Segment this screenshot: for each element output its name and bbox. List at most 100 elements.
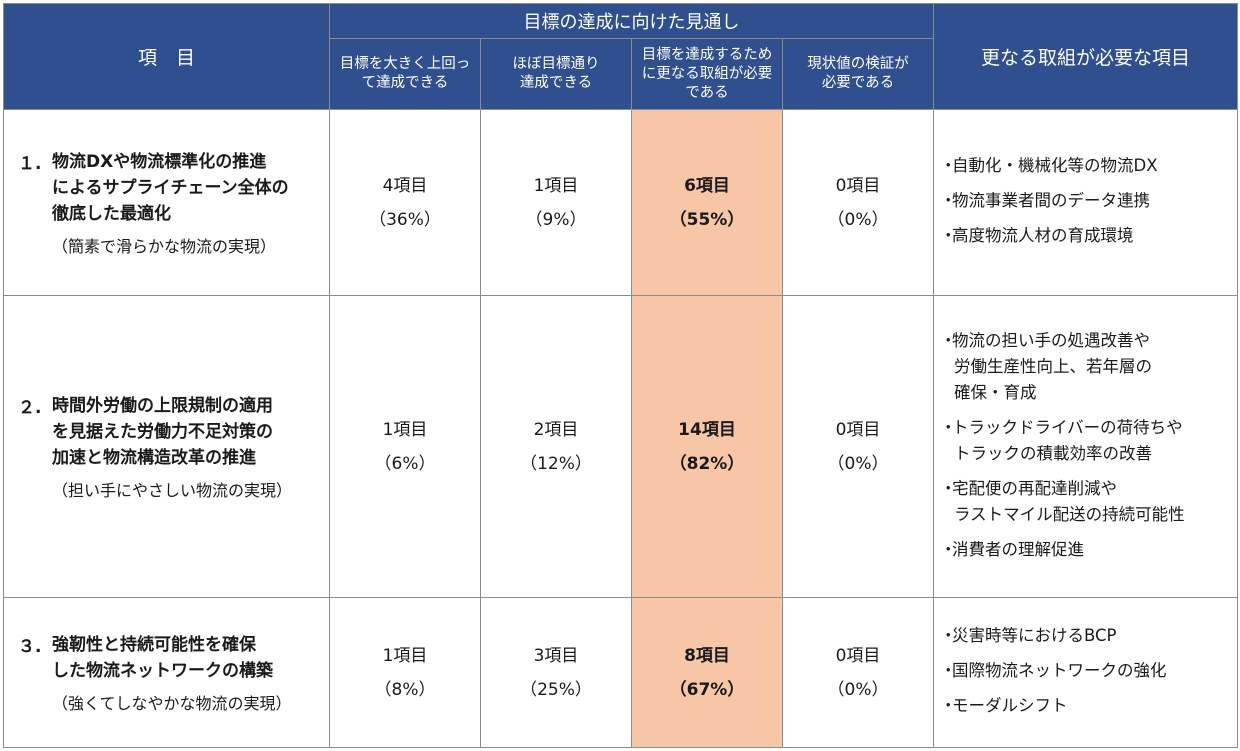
table-row: ２. 時間外労働の上限規制の適用 を見据えた労働力不足対策の 加速と物流構造改革の推進… [3,295,1238,598]
header-sub-needs-more: 目標を達成するため に更なる取組が必要 である [631,38,783,110]
needs-list-item: ・消費者の理解促進 [940,537,1231,563]
needs-line: ラストマイル配送の持続可能性 [940,502,1231,528]
item-title: 時間外労働の上限規制の適用 を見据えた労働力不足対策の 加速と物流構造改革の推進 [52,393,320,471]
needs-list-item: ・モーダルシフト [940,693,1231,719]
needs-line: ・国際物流ネットワークの強化 [940,658,1231,684]
needs-text: ラストマイル配送の持続可能性 [954,504,1185,524]
item-title-line: によるサプライチェーン全体の [52,177,289,198]
needs-line: ・物流の担い手の処遇改善や [940,328,1231,354]
value-percent: （0%） [827,453,889,474]
value-cell: 3項目 （25%） [480,597,632,748]
item-subtitle: （強くてしなやかな物流の実現） [52,693,292,713]
item-cell: ２. 時間外労働の上限規制の適用 を見据えた労働力不足対策の 加速と物流構造改革の推進… [3,295,330,598]
needs-list-item: ・宅配便の再配達削減や ラストマイル配送の持続可能性 [940,476,1231,528]
value-count: 3項目 [533,645,579,666]
bullet-icon: ・ [940,156,957,175]
needs-text: 宅配便の再配達削減や [952,478,1117,498]
value-cell: 0項目 （0%） [782,109,934,296]
value-percent: （12%） [520,453,592,474]
needs-text: 物流の担い手の処遇改善や [952,330,1150,350]
header-sub-line: ほぼ目標通り [512,56,600,72]
needs-line: 労働生産性向上、若年層の [940,354,1231,380]
item-cell: ３. 強靭性と持続可能性を確保 した物流ネットワークの構築 （強くてしなやかな物流の実… [3,597,330,748]
header-sub-exceed: 目標を大きく上回っ て達成できる [329,38,481,110]
item-title-line: 徹底した最適化 [52,203,171,224]
needs-cell: ・自動化・機械化等の物流DX ・物流事業者間のデータ連携 ・高度物流人材の育成環境 [933,109,1238,296]
needs-line: ・モーダルシフト [940,693,1231,719]
needs-line: ・宅配便の再配達削減や [940,476,1231,502]
needs-line: ・高度物流人材の育成環境 [940,223,1231,249]
header-sub-line: 達成できる [519,75,593,91]
value-cell-highlighted: 6項目 （55%） [631,109,783,296]
header-sub-line: 目標を達成するため [641,46,773,63]
header-sub-line: 目標を大きく上回っ [339,56,471,72]
needs-text: トラックの積載効率の改善 [954,443,1152,463]
header-sub-on-target: ほぼ目標通り 達成できる [480,38,632,110]
item-cell: １. 物流DXや物流標準化の推進 によるサプライチェーン全体の 徹底した最適化 （簡素で… [3,109,330,296]
value-count: 1項目 [382,645,428,666]
needs-list-item: ・トラックドライバーの荷待ちや トラックの積載効率の改善 [940,415,1231,467]
value-cell: 1項目 （8%） [329,597,481,748]
value-cell: 0項目 （0%） [782,597,934,748]
value-count: 0項目 [835,175,881,196]
item-title-line: 強靭性と持続可能性を確保 [52,634,256,655]
item-subtitle: （担い手にやさしい物流の実現） [52,480,293,500]
value-cell: 4項目 （36%） [329,109,481,296]
item-title: 強靭性と持続可能性を確保 した物流ネットワークの構築 [52,632,320,684]
needs-text: 災害時等におけるBCP [952,626,1117,645]
bullet-icon: ・ [940,539,957,559]
item-number: ３. [18,636,42,657]
item-title-line: 加速と物流構造改革の推進 [52,447,256,468]
header-item-column: 項 目 [3,3,330,110]
needs-list-item: ・災害時等におけるBCP [940,623,1231,649]
value-percent: （67%） [669,679,745,700]
header-outlook-group: 目標の達成に向けた見通し [329,3,934,39]
needs-text: 確保・育成 [954,382,1037,402]
value-count: 14項目 [678,419,736,440]
value-percent: （0%） [827,679,889,700]
evaluation-table: 項 目 目標の達成に向けた見通し 更なる取組が必要な項目 目標を大きく上回っ て達… [3,3,1238,748]
value-cell-highlighted: 8項目 （67%） [631,597,783,748]
needs-line: ・物流事業者間のデータ連携 [940,188,1231,214]
value-count: 6項目 [684,175,730,196]
table-row: ３. 強靭性と持続可能性を確保 した物流ネットワークの構築 （強くてしなやかな物流の実… [3,597,1238,748]
header-sub-verify: 現状値の検証が 必要である [782,38,934,110]
bullet-icon: ・ [940,696,957,715]
table-row: １. 物流DXや物流標準化の推進 によるサプライチェーン全体の 徹底した最適化 （簡素で… [3,109,1238,296]
needs-line: ・自動化・機械化等の物流DX [940,153,1231,179]
value-count: 8項目 [684,645,730,666]
value-count: 0項目 [835,645,881,666]
value-count: 0項目 [835,419,881,440]
item-title: 物流DXや物流標準化の推進によるサプライチェーン全体の 徹底した最適化 [52,149,320,227]
needs-text: 物流事業者間のデータ連携 [952,191,1150,210]
needs-text: モーダルシフト [952,696,1068,715]
item-title-line: 物流DXや物流標準化の推進 [52,151,267,172]
header-sub-line: である [685,84,729,101]
value-cell: 1項目 （6%） [329,295,481,598]
needs-text: 消費者の理解促進 [952,539,1084,559]
bullet-icon: ・ [940,478,957,498]
value-percent: （9%） [525,209,587,230]
value-percent: （6%） [374,453,436,474]
needs-text: 労働生産性向上、若年層の [954,356,1152,376]
needs-text: 国際物流ネットワークの強化 [952,661,1167,680]
value-percent: （25%） [520,679,592,700]
value-percent: （55%） [669,209,745,230]
item-number: ２. [18,397,42,418]
needs-text: 高度物流人材の育成環境 [952,226,1134,245]
needs-text: トラックドライバーの荷待ちや [952,417,1183,437]
value-cell: 0項目 （0%） [782,295,934,598]
bullet-icon: ・ [940,226,957,245]
value-percent: （0%） [827,209,889,230]
needs-cell: ・災害時等におけるBCP ・国際物流ネットワークの強化 ・モーダルシフト [933,597,1238,748]
value-percent: （82%） [669,453,745,474]
needs-line: 確保・育成 [940,380,1231,406]
header-sub-line: て達成できる [361,75,449,91]
value-count: 2項目 [533,419,579,440]
bullet-icon: ・ [940,191,957,210]
needs-line: ・消費者の理解促進 [940,537,1231,563]
needs-list-item: ・自動化・機械化等の物流DX [940,153,1231,179]
needs-list-item: ・物流事業者間のデータ連携 [940,188,1231,214]
needs-line: ・トラックドライバーの荷待ちや [940,415,1231,441]
bullet-icon: ・ [940,417,957,437]
